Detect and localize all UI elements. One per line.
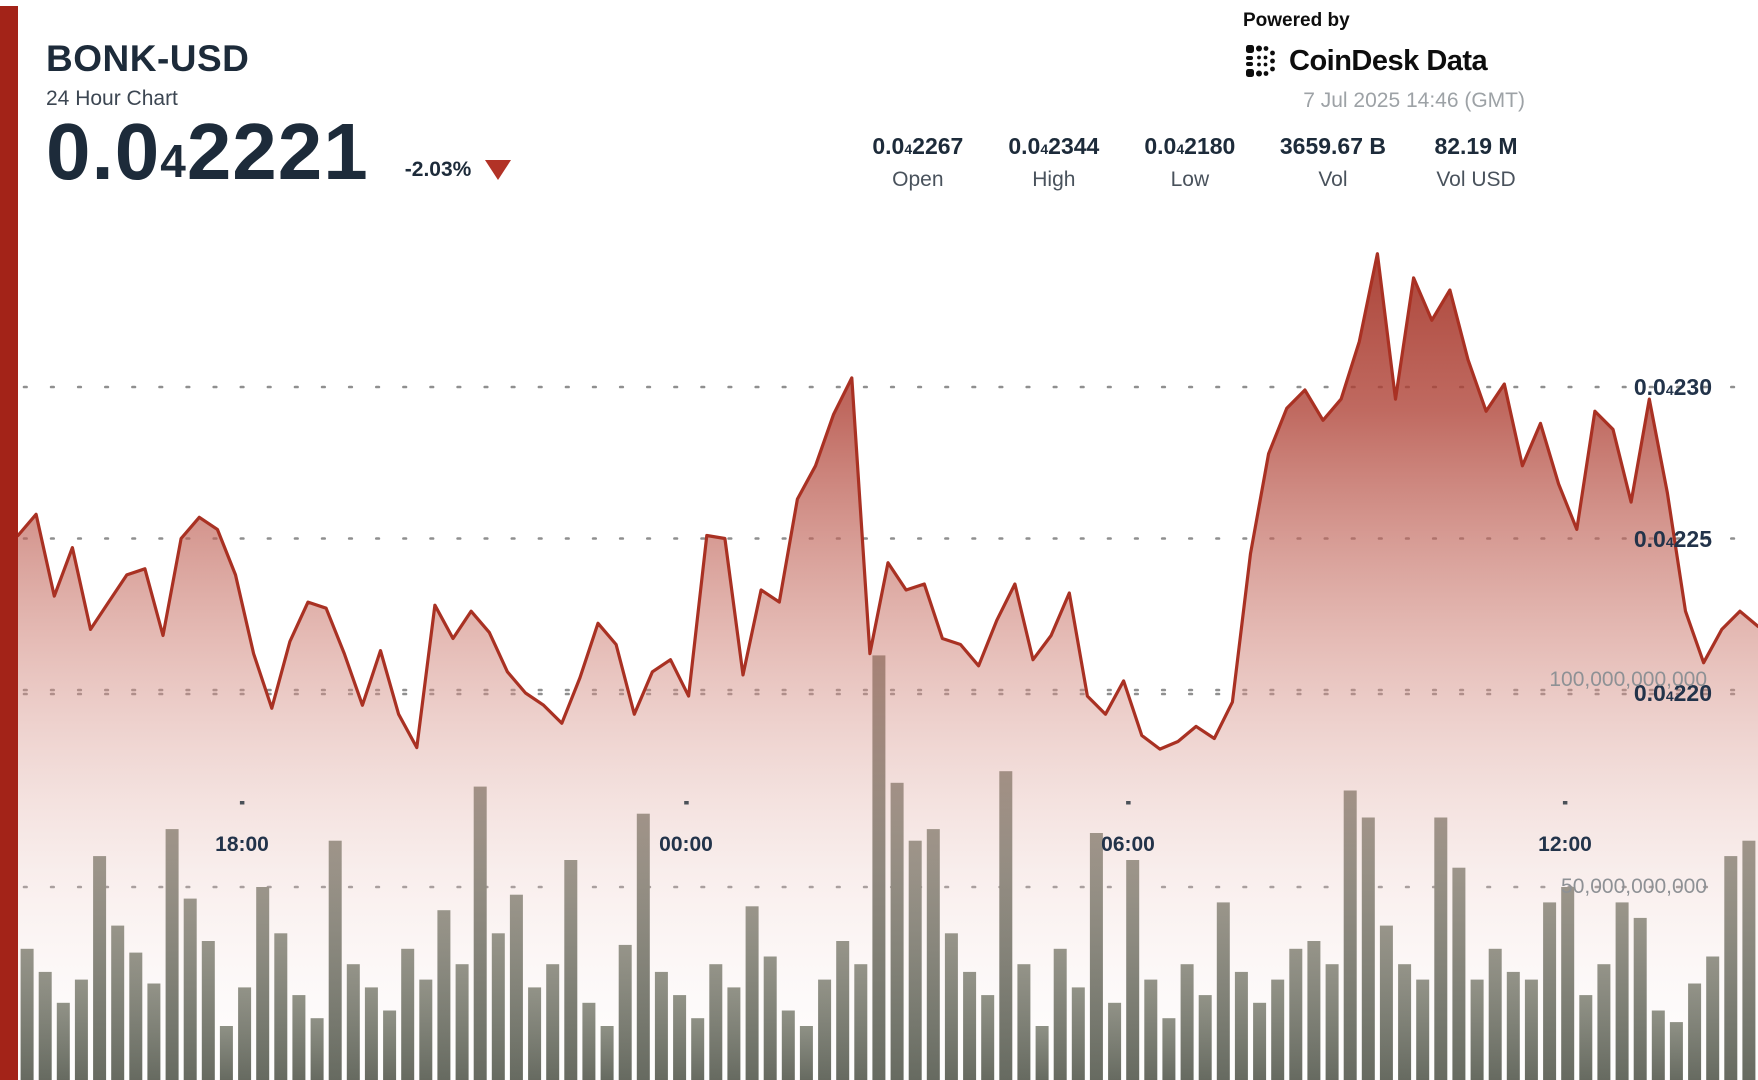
x-axis-tick-1800: 18:00 [215, 833, 269, 856]
chart-header: BONK-USD 24 Hour Chart [46, 38, 249, 111]
stat-vol: 3659.67 B Vol [1280, 133, 1386, 192]
x-axis-tick-0000: 00:00 [659, 833, 713, 856]
stat-vol-usd: 82.19 M Vol USD [1430, 133, 1522, 192]
powered-by-label: Powered by [1243, 10, 1350, 31]
stat-vol-value: 3659.67 B [1279, 133, 1386, 159]
stat-open-value: 0.042267 [872, 133, 964, 159]
stat-low: 0.042180 Low [1144, 133, 1236, 192]
price-before: 0.0 [46, 107, 161, 196]
x-axis-tick-0600: 06:00 [1101, 833, 1155, 856]
stat-open: 0.042267 Open [872, 133, 964, 192]
coindesk-brand-name: CoinDesk Data [1289, 44, 1488, 77]
brand-accent-bar [0, 6, 18, 1080]
y-axis-price-tick-225: 0.04225 [1633, 526, 1712, 552]
y-axis-volume-tick-100b: 100,000,000,000 [1549, 668, 1707, 691]
current-price-row: 0.042221 -2.03% [46, 112, 512, 192]
stat-high-label: High [1032, 168, 1076, 191]
stat-low-label: Low [1170, 168, 1210, 191]
stat-low-value: 0.042180 [1144, 133, 1236, 159]
stat-vol-label: Vol [1318, 168, 1348, 191]
y-axis-volume-tick-50b: 50,000,000,000 [1561, 875, 1707, 898]
triangle-down-icon [485, 160, 512, 180]
stat-high-value: 0.042344 [1008, 133, 1100, 159]
ohlc-stats-row: 0.042267 Open 0.042344 High 0.042180 Low… [872, 133, 1522, 192]
price-after: 2221 [186, 107, 369, 196]
price-change-wrap: -2.03% [405, 158, 512, 182]
chart-subtitle: 24 Hour Chart [46, 87, 178, 110]
y-axis-price-tick-220: 0.04220 [1633, 680, 1712, 706]
coindesk-brand-row: CoinDesk Data [1243, 42, 1525, 80]
price-change-percent: -2.03% [404, 158, 472, 181]
y-axis-price-tick-230: 0.04230 [1633, 374, 1712, 400]
stat-high: 0.042344 High [1008, 133, 1100, 192]
stat-vol-usd-label: Vol USD [1436, 168, 1516, 191]
x-axis-tick-1200: 12:00 [1538, 833, 1592, 856]
stat-open-label: Open [892, 168, 944, 191]
timestamp: 7 Jul 2025 14:46 (GMT) [1303, 89, 1525, 112]
stat-vol-usd-value: 82.19 M [1434, 133, 1518, 159]
current-price: 0.042221 [46, 112, 369, 192]
coindesk-logo-icon [1246, 45, 1275, 77]
price-subscript: 4 [160, 135, 187, 187]
page-title: BONK-USD [46, 38, 250, 79]
attribution-block: Powered by [1243, 10, 1525, 113]
